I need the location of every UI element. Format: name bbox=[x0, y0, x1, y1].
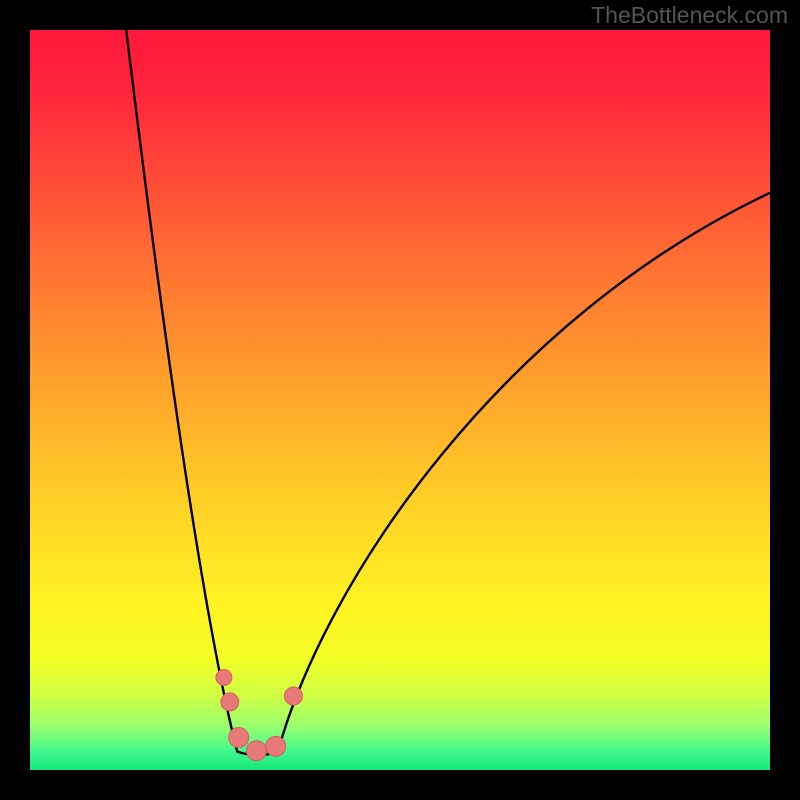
chart-svg bbox=[0, 0, 800, 800]
chart-root: TheBottleneck.com bbox=[0, 0, 800, 800]
data-marker bbox=[246, 741, 266, 761]
data-marker bbox=[266, 736, 286, 756]
data-marker bbox=[221, 693, 239, 711]
data-marker bbox=[216, 670, 232, 686]
data-marker bbox=[229, 727, 249, 747]
data-marker bbox=[284, 687, 302, 705]
